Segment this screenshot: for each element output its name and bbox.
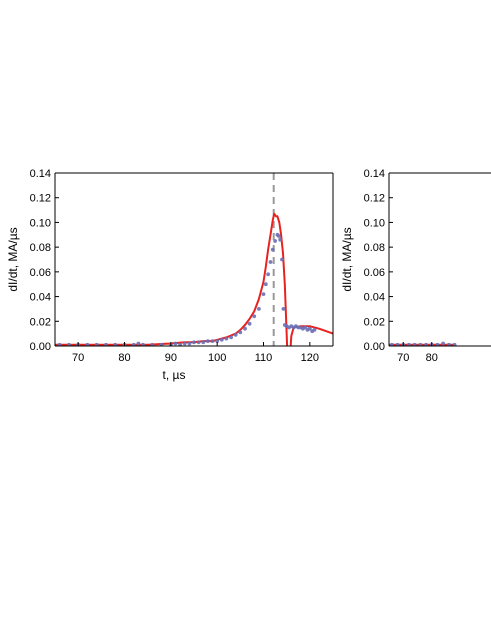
data-point	[276, 234, 281, 238]
data-point	[281, 307, 286, 311]
data-point	[395, 342, 400, 346]
data-point	[412, 342, 417, 346]
x-tick-label: 70	[397, 352, 409, 364]
data-point	[252, 314, 257, 319]
data-point	[206, 339, 210, 343]
x-tick-label: 80	[426, 352, 438, 364]
data-point	[238, 330, 243, 335]
data-point	[113, 342, 118, 346]
data-point	[201, 340, 206, 345]
x-axis-label: t, µs	[163, 368, 186, 382]
data-point	[136, 341, 141, 346]
data-point	[390, 342, 394, 346]
x-tick-label: 110	[255, 352, 273, 364]
data-point	[452, 342, 457, 346]
data-point	[273, 239, 277, 243]
y-axis-label: dI/dt, MA/µs	[6, 227, 20, 291]
y-tick-label: 0.14	[30, 168, 51, 180]
data-point	[307, 326, 312, 331]
x-tick-label: 100	[208, 352, 226, 364]
data-point	[229, 335, 234, 340]
y-tick-label: 0.08	[30, 242, 51, 254]
data-point	[196, 340, 201, 345]
x-tick-label: 90	[165, 352, 177, 364]
data-point	[192, 340, 196, 345]
plot-area	[55, 173, 333, 346]
y-tick-label: 0.00	[364, 341, 385, 353]
data-point	[57, 342, 62, 346]
y-tick-label: 0.04	[364, 292, 385, 304]
chart-right: 0.00 0.02 0.04 0.06 0.08 0.10 0.12 0.14 70 80 dI/d…	[340, 168, 491, 364]
data-point	[266, 272, 270, 277]
data-point	[224, 336, 229, 341]
data-point	[278, 237, 283, 242]
data-point	[268, 260, 273, 264]
data-point	[424, 342, 428, 346]
data-point	[67, 342, 71, 346]
y-tick-label: 0.00	[30, 341, 51, 353]
x-tick-label: 120	[301, 352, 319, 364]
y-tick-label: 0.06	[30, 267, 51, 279]
fit-curve-line	[55, 212, 333, 346]
data-point	[159, 342, 164, 346]
data-point	[94, 342, 99, 346]
data-point	[447, 342, 451, 346]
data-point	[178, 342, 182, 346]
data-point	[435, 342, 440, 346]
chart-left: 0.00 0.02 0.04 0.06 0.08 0.10 0.12 0.14 70 80 90 10…	[6, 168, 334, 382]
data-point	[243, 326, 247, 331]
data-point	[407, 342, 411, 346]
x-tick-label: 80	[118, 352, 130, 364]
data-point	[418, 342, 423, 346]
y-tick-label: 0.12	[30, 193, 51, 205]
data-point	[182, 341, 187, 346]
data-point	[141, 342, 145, 346]
y-tick-label: 0.10	[30, 217, 51, 229]
x-tick-label: 70	[72, 352, 84, 364]
data-point	[280, 257, 284, 262]
data-point	[261, 292, 266, 296]
data-point	[131, 342, 136, 346]
data-point	[187, 341, 192, 346]
data-point	[303, 325, 308, 330]
data-point	[312, 328, 317, 332]
data-point	[441, 341, 445, 346]
data-point	[173, 341, 178, 346]
data-point	[104, 342, 108, 346]
y-tick-label: 0.10	[364, 217, 385, 229]
data-point	[85, 342, 90, 346]
y-tick-label: 0.08	[364, 242, 385, 254]
y-tick-label: 0.12	[364, 193, 385, 205]
data-point	[270, 247, 275, 252]
data-point	[233, 333, 238, 337]
data-point	[257, 307, 261, 311]
data-point	[150, 342, 155, 346]
y-axis-label: dI/dt, MA/µs	[340, 227, 354, 291]
data-point	[215, 339, 220, 343]
y-tick-label: 0.04	[30, 292, 51, 304]
data-point	[263, 282, 268, 287]
y-tick-label: 0.02	[30, 316, 51, 328]
data-point	[210, 339, 215, 343]
data-point	[247, 321, 252, 326]
y-tick-label: 0.02	[364, 316, 385, 328]
y-tick-label: 0.14	[364, 168, 385, 180]
y-tick-label: 0.06	[364, 267, 385, 279]
data-point	[219, 337, 224, 342]
